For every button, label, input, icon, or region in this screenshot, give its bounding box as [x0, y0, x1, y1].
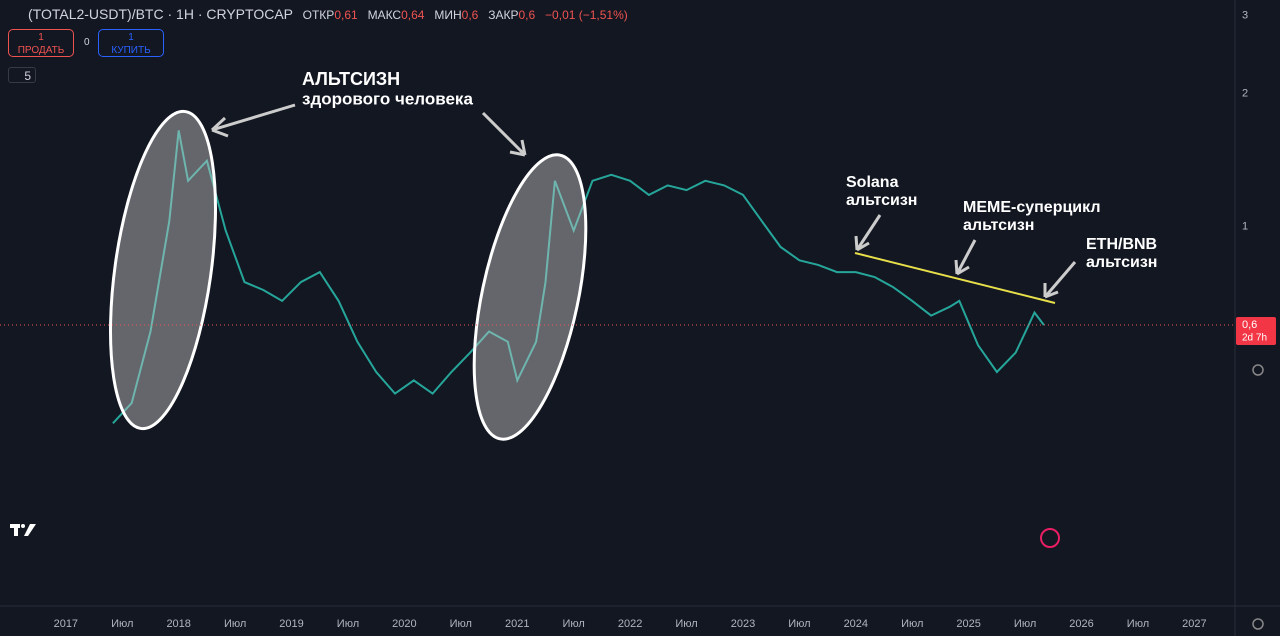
- annotation: альтсизн: [1086, 254, 1157, 271]
- x-tick-label: Июл: [337, 618, 359, 630]
- x-tick-label: 2019: [279, 618, 303, 630]
- x-tick-label: 2022: [618, 618, 642, 630]
- buy-label: КУПИТЬ: [111, 45, 151, 56]
- ohlc-key: МАКС: [367, 8, 402, 22]
- settings-icon[interactable]: [1252, 364, 1264, 376]
- sell-qty: 1: [38, 32, 44, 43]
- legend-header: (TOTAL2-USDT)/BTC · 1H · CRYPTOCAP ОТКР0…: [28, 6, 628, 22]
- ohlc-value: 0,64: [401, 8, 425, 22]
- highlight-ellipse: [472, 153, 588, 441]
- x-tick-label: Июл: [1014, 618, 1036, 630]
- indicators-toggle[interactable]: 5: [8, 67, 36, 83]
- annotation: ETH/BNB: [1086, 236, 1157, 253]
- x-tick-label: Июл: [788, 618, 810, 630]
- x-tick-label: Июл: [450, 618, 472, 630]
- ohlc-value: 0,61: [334, 8, 358, 22]
- buy-qty: 1: [128, 32, 134, 43]
- change: −0,01 (−1,51%): [545, 8, 628, 22]
- indicators-count: 5: [24, 69, 31, 83]
- arrows: [210, 103, 1077, 299]
- x-tick-label: 2027: [1182, 618, 1206, 630]
- x-tick-label: 2023: [731, 618, 755, 630]
- ohlc-key: МИН: [434, 8, 462, 22]
- settings-icon[interactable]: [1252, 618, 1264, 630]
- trend-line: [854, 252, 1056, 304]
- spread: 0: [84, 37, 90, 48]
- logo: [10, 524, 36, 536]
- price-tag: [1236, 317, 1276, 346]
- annotation: альтсизн: [963, 217, 1034, 234]
- highlight-ellipse: [109, 109, 217, 431]
- symbol: (TOTAL2-USDT)/BTC · 1H · CRYPTOCAP: [28, 6, 293, 22]
- x-tick-label: 2024: [844, 618, 868, 630]
- ohlc-key: ОТКР: [302, 8, 335, 22]
- annotation: АЛЬТСИЗН: [302, 69, 400, 89]
- x-tick-label: Июл: [224, 618, 246, 630]
- price-line: [112, 130, 1045, 424]
- sell-button[interactable]: 1 ПРОДАТЬ: [8, 29, 74, 57]
- buy-button[interactable]: 1 КУПИТЬ: [98, 29, 164, 57]
- x-tick-label: Июл: [901, 618, 923, 630]
- x-tick-label: 2018: [166, 618, 190, 630]
- annotation: MEME-суперцикл: [963, 199, 1101, 216]
- x-tick-label: 2021: [505, 618, 529, 630]
- countdown: 2d 7h: [1242, 333, 1267, 344]
- ohlc-value: 0,6: [461, 8, 479, 22]
- ohlc-value: 0,6: [518, 8, 536, 22]
- annotation: альтсизн: [846, 192, 917, 209]
- event-icon[interactable]: [1040, 528, 1060, 548]
- x-tick-label: 2025: [956, 618, 980, 630]
- y-tick-label: 3: [1242, 9, 1248, 21]
- price-tag-label: 0,6: [1242, 319, 1257, 331]
- annotation: Solana: [846, 174, 899, 191]
- x-tick-label: 2020: [392, 618, 416, 630]
- x-tick-label: 2026: [1069, 618, 1093, 630]
- sell-label: ПРОДАТЬ: [17, 45, 65, 56]
- x-tick-label: Июл: [111, 618, 133, 630]
- x-tick-label: Июл: [1127, 618, 1149, 630]
- y-tick-label: 2: [1242, 87, 1248, 99]
- annotation: здорового человека: [302, 89, 473, 108]
- x-tick-label: 2017: [54, 618, 78, 630]
- y-tick-label: 1: [1242, 221, 1248, 233]
- x-tick-label: Июл: [563, 618, 585, 630]
- x-tick-label: Июл: [675, 618, 697, 630]
- ohlc-key: ЗАКР: [488, 8, 519, 22]
